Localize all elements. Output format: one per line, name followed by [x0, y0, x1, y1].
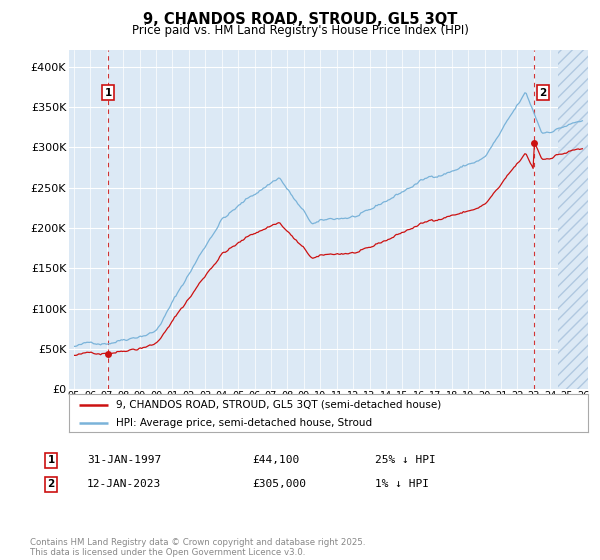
Text: 1: 1	[104, 88, 112, 98]
Text: 25% ↓ HPI: 25% ↓ HPI	[375, 455, 436, 465]
Text: 2: 2	[539, 88, 546, 98]
Text: 31-JAN-1997: 31-JAN-1997	[87, 455, 161, 465]
Text: 9, CHANDOS ROAD, STROUD, GL5 3QT (semi-detached house): 9, CHANDOS ROAD, STROUD, GL5 3QT (semi-d…	[116, 400, 441, 410]
Point	[103, 349, 113, 358]
Bar	[559, 50, 588, 389]
Point	[530, 139, 539, 148]
Text: 12-JAN-2023: 12-JAN-2023	[87, 479, 161, 489]
Text: 1% ↓ HPI: 1% ↓ HPI	[375, 479, 429, 489]
Text: 1: 1	[47, 455, 55, 465]
Text: Contains HM Land Registry data © Crown copyright and database right 2025.
This d: Contains HM Land Registry data © Crown c…	[30, 538, 365, 557]
Text: 9, CHANDOS ROAD, STROUD, GL5 3QT: 9, CHANDOS ROAD, STROUD, GL5 3QT	[143, 12, 457, 27]
Text: Price paid vs. HM Land Registry's House Price Index (HPI): Price paid vs. HM Land Registry's House …	[131, 24, 469, 36]
Text: £44,100: £44,100	[252, 455, 299, 465]
Text: 2: 2	[47, 479, 55, 489]
Text: HPI: Average price, semi-detached house, Stroud: HPI: Average price, semi-detached house,…	[116, 418, 372, 428]
Text: £305,000: £305,000	[252, 479, 306, 489]
